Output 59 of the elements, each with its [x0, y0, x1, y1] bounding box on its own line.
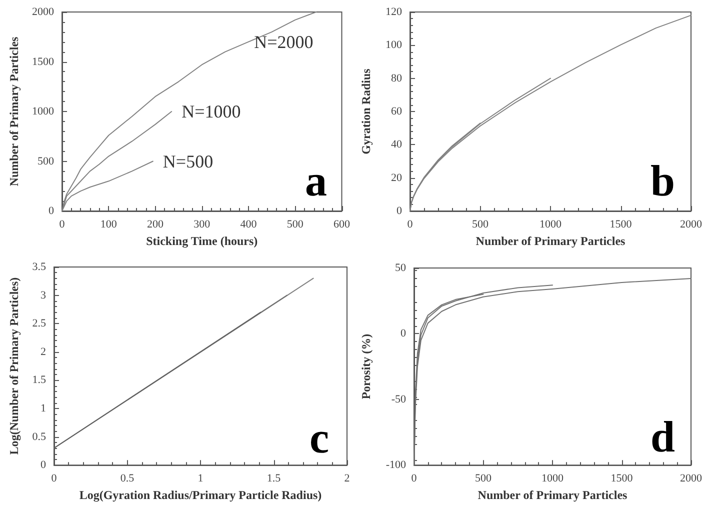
y-tick-label: 50: [395, 262, 406, 274]
annotation: d: [650, 412, 676, 462]
y-tick-label: 3.5: [32, 261, 46, 273]
y-tick-label: 2000: [32, 6, 54, 18]
annotation: a: [305, 156, 327, 206]
y-tick-label: 40: [391, 138, 402, 151]
x-tick-label: 1500: [610, 218, 632, 230]
x-tick-label: 0: [411, 472, 418, 485]
y-tick-label: 1500: [32, 56, 54, 68]
y-tick-label: -50: [391, 393, 406, 406]
x-tick-label: 1000: [542, 472, 564, 485]
y-tick-label: 2: [40, 346, 46, 358]
y-axis-title: Log(Number of Primary Particles): [7, 277, 21, 455]
annotation: c: [309, 414, 329, 462]
x-tick-label: 1.5: [266, 472, 282, 485]
y-tick-label: 1000: [32, 106, 54, 118]
y-tick-label: 0: [400, 328, 406, 340]
x-tick-label: 1000: [540, 218, 562, 230]
y-tick-label: 500: [38, 155, 54, 168]
annotation: b: [650, 156, 676, 206]
series-label: N=500: [162, 151, 214, 172]
x-tick-label: 2: [344, 472, 350, 485]
y-tick-label: 1.5: [32, 374, 46, 386]
y-tick-label: 0.5: [32, 430, 46, 443]
x-tick-label: 1: [198, 472, 204, 485]
y-tick-label: 20: [391, 172, 402, 184]
x-axis-title: Number of Primary Particles: [476, 234, 626, 248]
y-tick-label: 2.5: [32, 318, 46, 330]
x-tick-label: 2000: [680, 218, 702, 230]
y-tick-label: 80: [391, 72, 402, 84]
x-tick-label: 600: [334, 218, 350, 230]
x-tick-label: 500: [286, 218, 304, 230]
x-tick-label: 300: [194, 218, 211, 230]
y-tick-label: 120: [386, 6, 402, 18]
y-tick-label: 1: [40, 402, 46, 414]
x-tick-label: 1500: [610, 472, 634, 485]
x-tick-label: 500: [472, 218, 489, 230]
y-tick-label: 100: [386, 39, 402, 52]
y-tick-label: -100: [386, 459, 406, 472]
y-tick-label: 0: [48, 205, 54, 217]
series-label: N=1000: [182, 102, 241, 122]
x-axis-title: Log(Gyration Radius/Primary Particle Radius): [79, 488, 322, 502]
x-tick-label: 2000: [680, 472, 702, 485]
x-tick-label: 500: [475, 472, 492, 485]
x-tick-label: 400: [240, 218, 258, 230]
y-tick-label: 60: [391, 106, 402, 118]
series-label: N=2000: [254, 32, 314, 52]
y-tick-label: 0: [396, 205, 402, 217]
x-tick-label: 100: [100, 218, 118, 230]
x-tick-label: 0.5: [120, 472, 135, 485]
x-tick-label: 200: [147, 218, 164, 230]
y-axis-title: Number of Primary Particles: [7, 36, 21, 186]
x-axis-title: Sticking Time (hours): [146, 234, 258, 248]
y-tick-label: 3: [40, 289, 46, 302]
y-tick-label: 0: [40, 459, 46, 472]
y-axis-title: Gyration Radius: [359, 68, 373, 154]
x-axis-title: Number of Primary Particles: [478, 488, 628, 502]
x-tick-label: 0: [59, 218, 66, 230]
y-axis-title: Porosity (%): [359, 334, 373, 400]
